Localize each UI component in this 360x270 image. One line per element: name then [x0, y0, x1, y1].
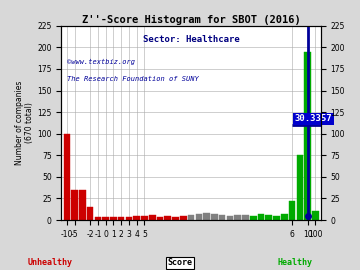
Bar — [95, 217, 101, 220]
Bar — [149, 215, 156, 220]
Text: 30.3357: 30.3357 — [294, 114, 332, 123]
Bar — [195, 214, 202, 220]
Bar — [126, 217, 132, 220]
Bar — [157, 217, 163, 220]
Bar — [281, 214, 288, 220]
Bar — [165, 216, 171, 220]
Bar — [134, 216, 140, 220]
Bar — [180, 216, 186, 220]
Text: Unhealthy: Unhealthy — [28, 258, 73, 267]
Bar — [258, 214, 264, 220]
Bar — [211, 214, 218, 220]
Bar — [273, 216, 280, 220]
Bar — [141, 216, 148, 220]
Bar — [172, 217, 179, 220]
Bar — [188, 215, 194, 220]
Bar — [203, 213, 210, 220]
Bar — [250, 216, 257, 220]
Bar — [219, 215, 225, 220]
Bar — [110, 218, 117, 220]
Bar — [118, 217, 125, 220]
Text: ©www.textbiz.org: ©www.textbiz.org — [67, 59, 135, 65]
Bar — [79, 190, 86, 220]
Bar — [312, 211, 319, 220]
Bar — [265, 215, 272, 220]
Y-axis label: Number of companies
(670 total): Number of companies (670 total) — [15, 81, 35, 165]
Text: Sector: Healthcare: Sector: Healthcare — [143, 35, 239, 43]
Bar — [226, 216, 233, 220]
Bar — [304, 52, 311, 220]
Bar — [87, 207, 94, 220]
Bar — [297, 155, 303, 220]
Bar — [289, 201, 295, 220]
Bar — [71, 190, 78, 220]
Text: Healthy: Healthy — [278, 258, 313, 267]
Bar — [242, 215, 249, 220]
Bar — [234, 215, 241, 220]
Title: Z''-Score Histogram for SBOT (2016): Z''-Score Histogram for SBOT (2016) — [82, 15, 301, 25]
Text: Score: Score — [167, 258, 193, 267]
Bar — [102, 218, 109, 220]
Bar — [63, 134, 70, 220]
Text: The Research Foundation of SUNY: The Research Foundation of SUNY — [67, 76, 198, 82]
